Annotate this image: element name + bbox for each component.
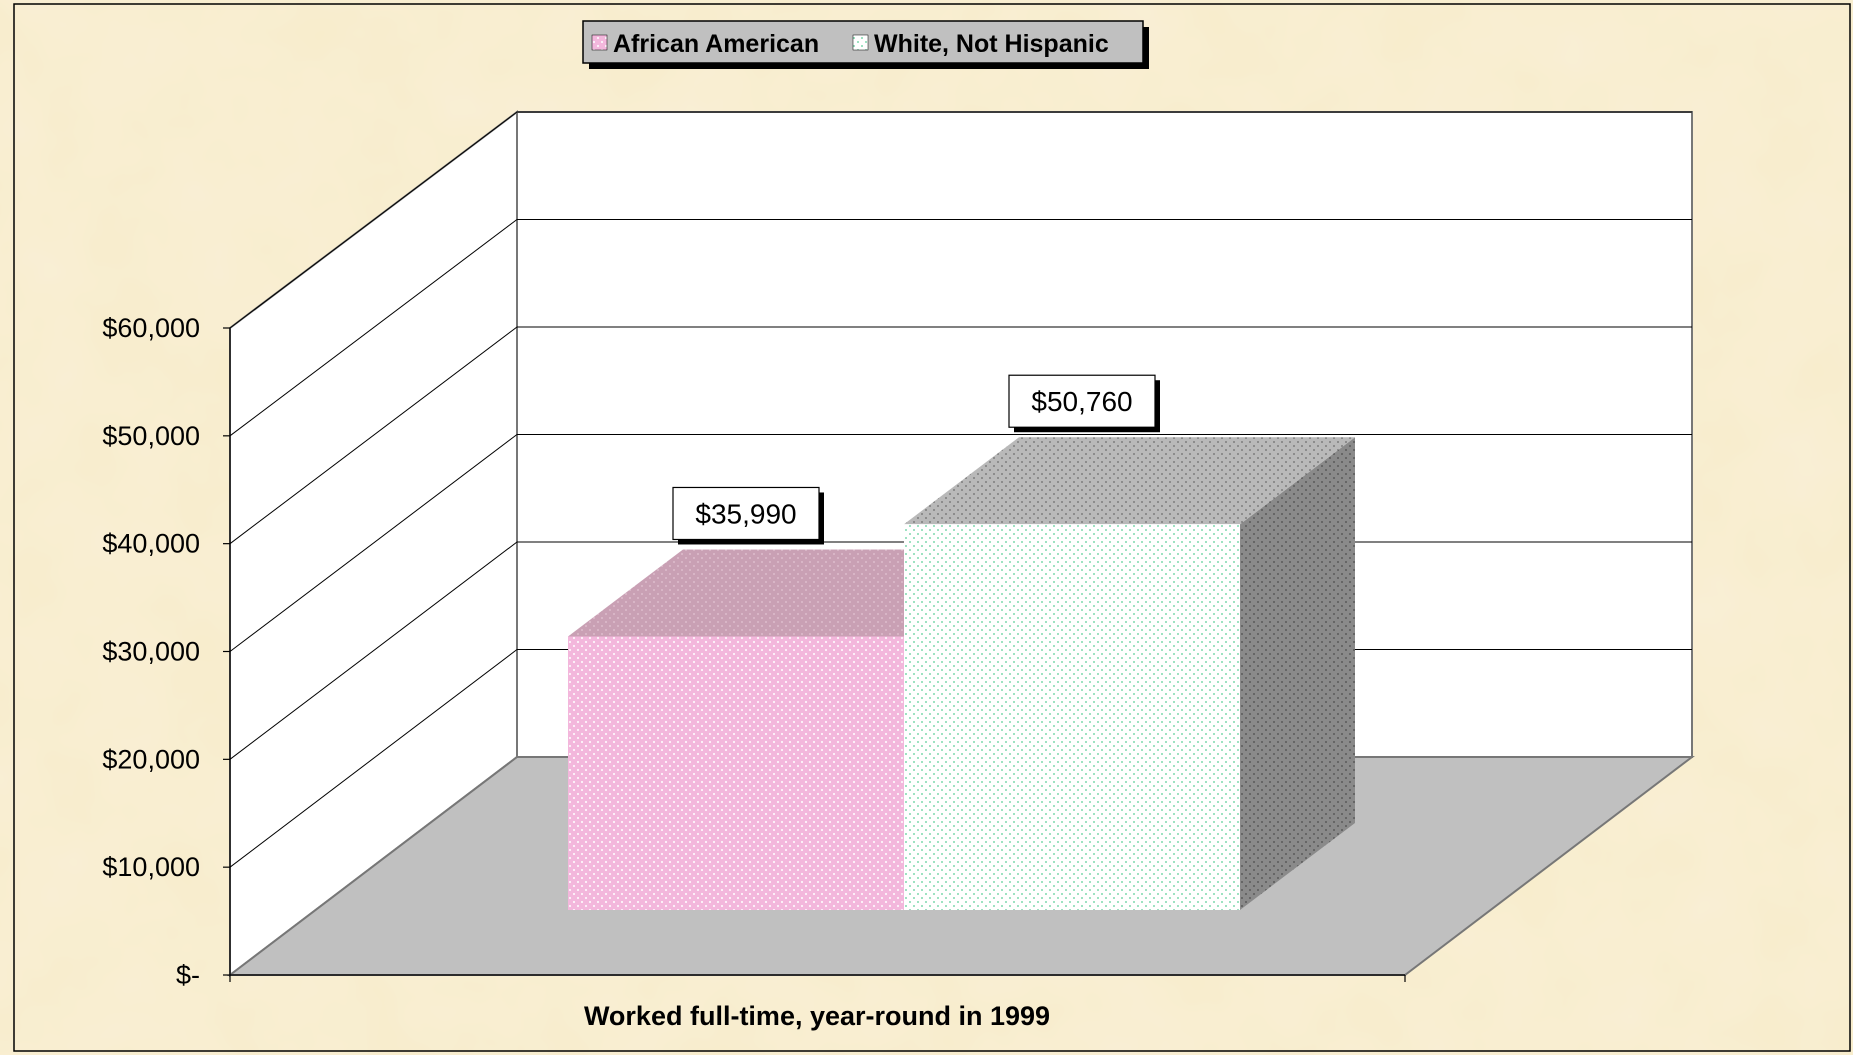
bar-top-white-not-hispanic	[904, 437, 1355, 525]
gridline-side	[229, 219, 518, 437]
y-tick-label: $60,000	[102, 313, 200, 343]
y-tick-label: $50,000	[102, 421, 200, 451]
x-axis-label: Worked full-time, year-round in 1999	[584, 1001, 1050, 1031]
data-label-box	[1008, 374, 1156, 428]
legend-swatch-white-not-hispanic	[852, 34, 869, 51]
data-label-african-american: $35,990	[672, 486, 824, 545]
bars	[568, 437, 1355, 910]
data-label-white-not-hispanic: $50,760	[1008, 374, 1160, 433]
gridline-side	[229, 649, 518, 868]
chart-frame	[13, 3, 1851, 1052]
gridline-side	[229, 541, 518, 760]
legend-label-african-american: African American	[613, 30, 819, 58]
gridline-side	[229, 111, 518, 329]
y-tick-labels: $- $10,000 $20,000 $30,000 $40,000 $50,000 $60…	[102, 313, 200, 990]
y-tick-label: $40,000	[102, 529, 200, 559]
gridline-side	[229, 434, 518, 652]
data-labels: $35,990 $50,760	[672, 374, 1160, 545]
y-tick-label: $10,000	[102, 852, 200, 882]
legend-label-white-not-hispanic: White, Not Hispanic	[874, 30, 1109, 58]
y-tick-label: $-	[176, 960, 200, 990]
legend-swatch-african-american	[591, 34, 608, 51]
gridline-side	[229, 326, 518, 545]
y-axis	[223, 327, 231, 976]
data-label-text: $50,760	[1031, 386, 1132, 417]
bar-side-white-not-hispanic	[1240, 437, 1355, 910]
legend: African American White, Not Hispanic	[582, 20, 1149, 69]
bar-african-american	[568, 636, 904, 910]
y-tick-label: $30,000	[102, 637, 200, 667]
bar-white-not-hispanic	[904, 524, 1240, 910]
y-tick-label: $20,000	[102, 744, 200, 774]
data-label-box	[672, 486, 820, 541]
data-label-text: $35,990	[695, 498, 796, 529]
